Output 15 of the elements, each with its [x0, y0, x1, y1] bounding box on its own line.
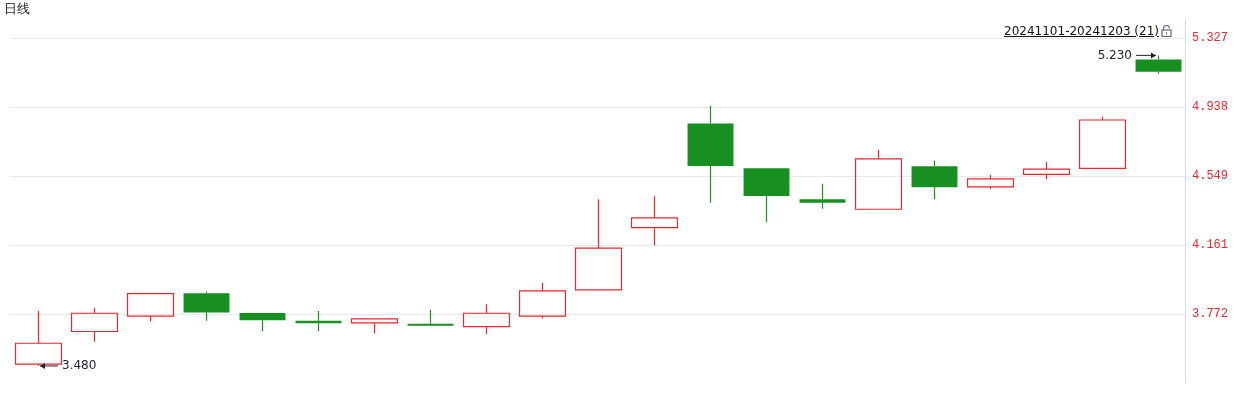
y-tick-label: 4.549: [1191, 169, 1229, 184]
annotation: 20241101-20241203 (21): [1004, 24, 1159, 38]
y-tick-label: 4.938: [1191, 100, 1229, 115]
annotation: 5.230: [1097, 47, 1132, 62]
annotation: 3.480: [62, 358, 97, 373]
candlestick: [14, 310, 63, 367]
candlestick: [687, 105, 734, 204]
y-tick-label: 5.327: [1191, 31, 1229, 46]
chart-title: 日线: [4, 0, 30, 18]
candlestick: [743, 168, 790, 223]
candlestick: [630, 195, 679, 247]
y-tick-label: 3.772: [1191, 307, 1229, 322]
y-tick-label: 4.161: [1191, 238, 1229, 253]
candlestick: [799, 183, 846, 210]
candlestick: [574, 198, 623, 291]
